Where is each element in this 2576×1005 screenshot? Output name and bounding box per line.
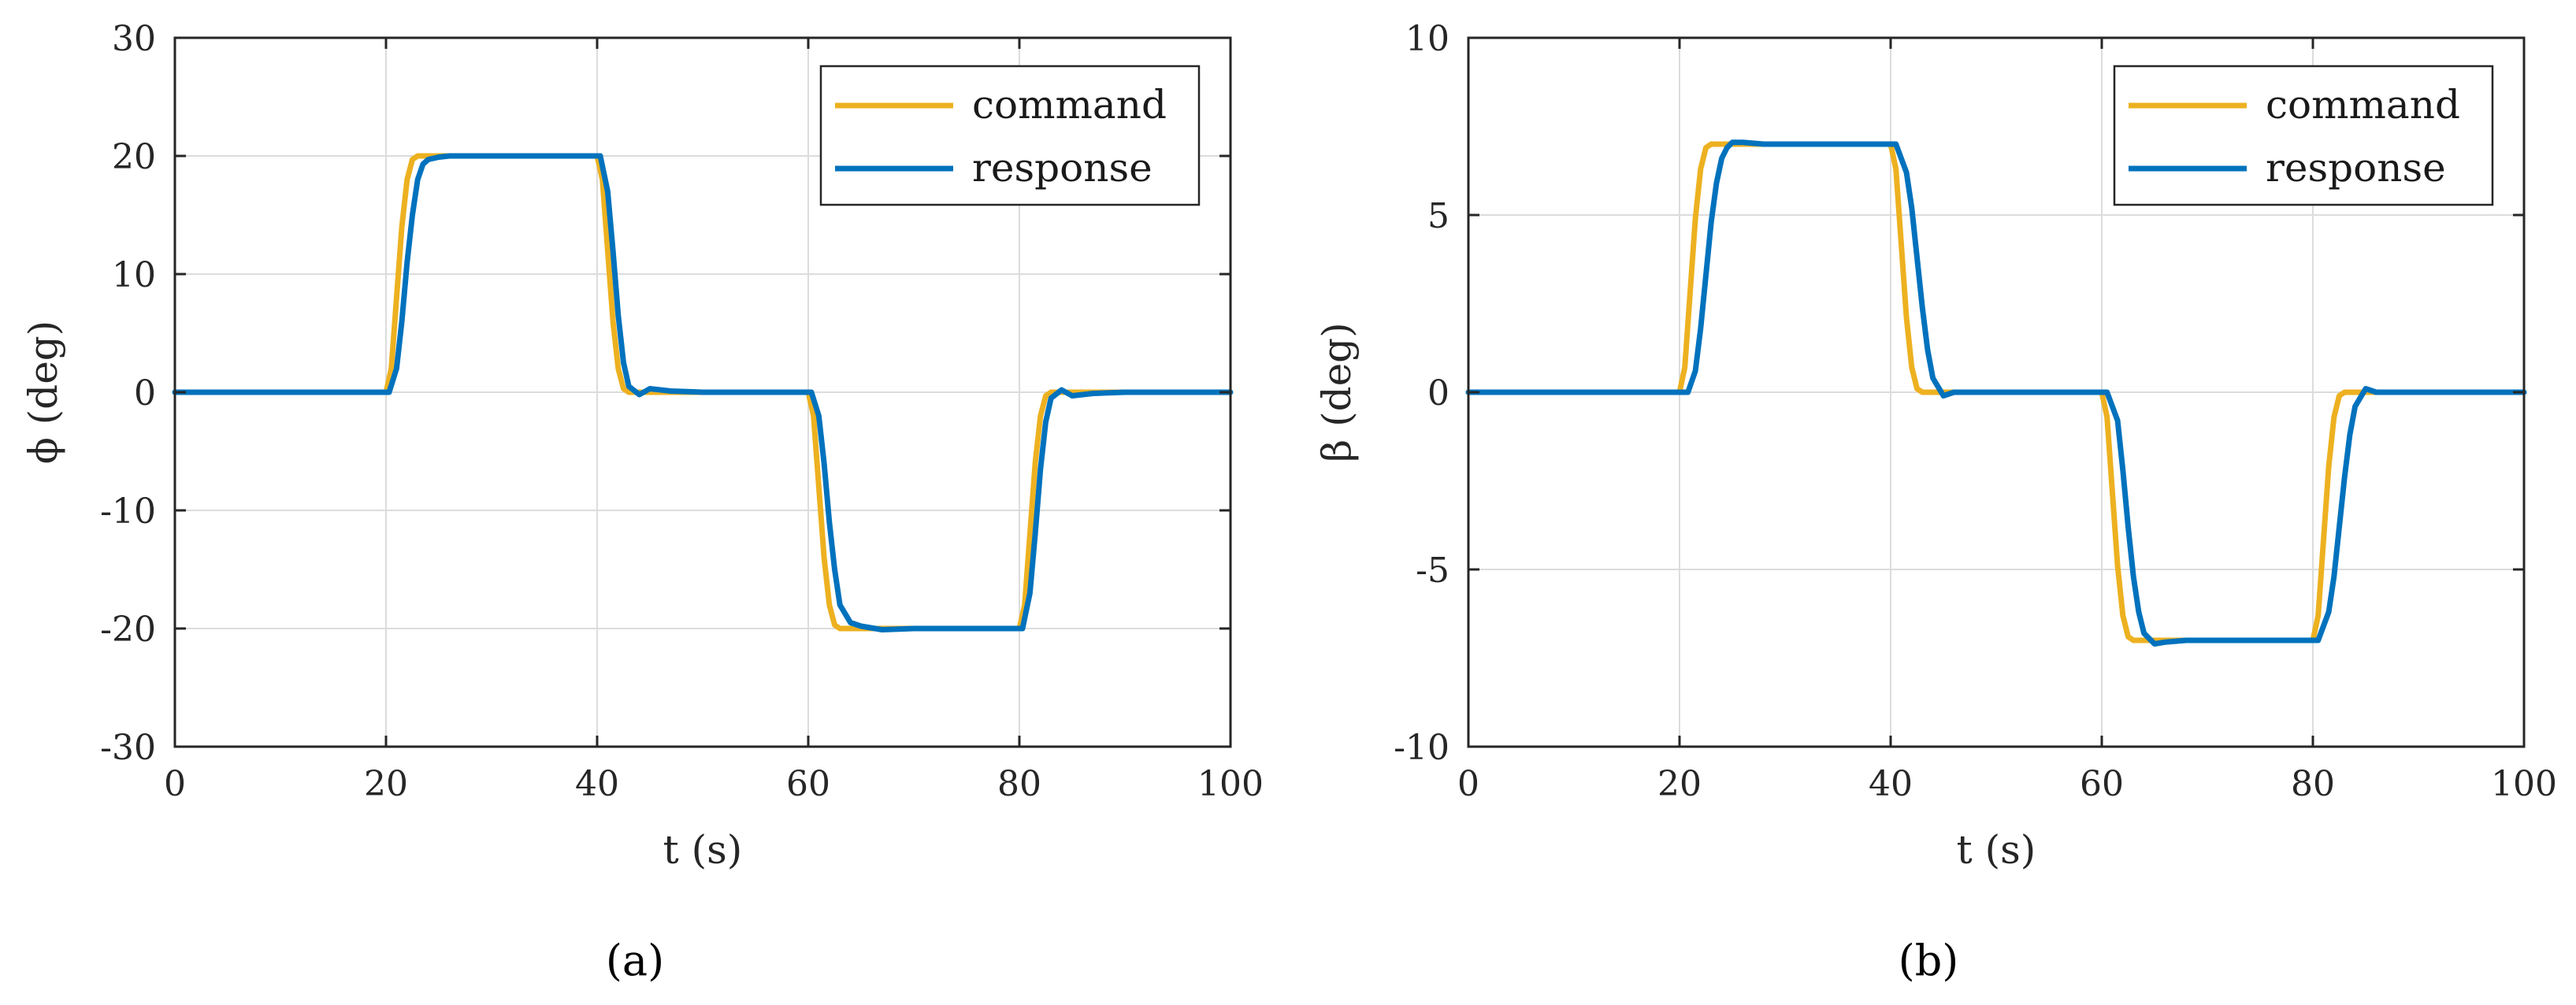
series-line-response (1465, 139, 2527, 647)
panel-a: 0 20 40 60 80 100 -30 -20 -10 0 10 20 30 t (s) ϕ (deg)… (20, 19, 1264, 985)
x-axis-label: t (s) (663, 827, 743, 873)
y-tick-label: -10 (100, 491, 156, 532)
x-tick-label: 60 (786, 764, 830, 804)
panel-b: 0 20 40 60 80 100 -10 -5 0 5 10 t (s) β (deg) command… (1314, 19, 2557, 985)
x-axis-label: t (s) (1957, 827, 2036, 873)
legend-box (819, 65, 1201, 206)
legend-label-response: response (2266, 145, 2446, 191)
y-tick-label: -30 (100, 728, 156, 768)
x-tick-label: 0 (1457, 764, 1479, 804)
legend-label-response: response (972, 145, 1153, 191)
panel-caption: (a) (606, 936, 664, 985)
legend: command response (819, 65, 1201, 206)
x-tick-label: 20 (364, 764, 408, 804)
x-tick-label: 0 (164, 764, 186, 804)
y-tick-label: -20 (100, 610, 156, 650)
y-tick-label: 30 (112, 19, 156, 59)
legend: command response (2113, 65, 2494, 206)
y-tick-label: 20 (112, 137, 156, 177)
x-tick-label: 100 (2491, 764, 2557, 804)
legend-box (2113, 65, 2494, 206)
y-tick-label: 0 (134, 373, 156, 413)
y-tick-label: 10 (1405, 19, 1449, 59)
x-tick-label: 60 (2080, 764, 2124, 804)
y-tick-label: 5 (1427, 196, 1449, 236)
panel-caption: (b) (1899, 936, 1959, 985)
y-axis-label: β (deg) (1314, 322, 1360, 462)
y-axis-label: ϕ (deg) (20, 321, 66, 465)
x-tick-label: 40 (1869, 764, 1913, 804)
x-tick-label: 80 (2291, 764, 2335, 804)
y-tick-label: 0 (1427, 373, 1449, 413)
y-tick-label: 10 (112, 255, 156, 295)
x-tick-label: 80 (997, 764, 1041, 804)
x-tick-label: 20 (1657, 764, 1702, 804)
legend-label-command: command (2266, 82, 2460, 128)
y-tick-label: -5 (1416, 551, 1449, 591)
y-tick-label: -10 (1394, 728, 1449, 768)
x-tick-label: 100 (1197, 764, 1264, 804)
legend-label-command: command (972, 82, 1167, 128)
series-line-response (172, 153, 1234, 632)
x-tick-label: 40 (575, 764, 619, 804)
